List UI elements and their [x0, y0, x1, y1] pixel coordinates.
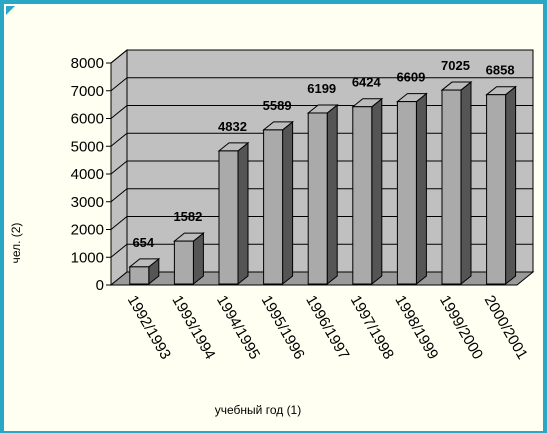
bar-side	[237, 141, 249, 286]
y-tick-label: 1000	[71, 249, 104, 266]
bar	[306, 103, 339, 286]
bar-side	[192, 232, 204, 286]
data-label: 4832	[218, 119, 247, 134]
y-axis-label: чел. (2)	[9, 223, 23, 264]
y-tick-label: 7000	[71, 83, 104, 100]
bar-side	[505, 85, 517, 286]
gridline	[110, 77, 533, 92]
bar	[262, 120, 295, 286]
x-tick-label: 2000/2001	[481, 293, 531, 363]
gridline	[110, 49, 533, 64]
bar-side	[460, 81, 472, 286]
bars-layer	[128, 81, 518, 286]
bar-side	[371, 97, 383, 286]
y-tick-label: 3000	[71, 194, 104, 211]
data-label: 1582	[173, 209, 202, 224]
bar	[395, 92, 428, 286]
bar-side	[415, 92, 427, 286]
x-tick-label: 1993/1994	[168, 293, 218, 363]
bar	[351, 97, 384, 286]
data-label: 5589	[263, 98, 292, 113]
bar	[128, 257, 161, 286]
corner-marker	[6, 6, 15, 15]
chart-axes	[106, 62, 517, 286]
data-labels: 654 1582 4832 5589 6199 6424 6609 7025 6858	[132, 58, 514, 250]
bar-front	[441, 89, 462, 285]
bar-front	[129, 266, 150, 285]
y-tick-label: 5000	[71, 138, 104, 155]
bar-front	[173, 240, 194, 285]
x-tick-label: 1999/2000	[436, 293, 486, 363]
y-tick-labels: 0 1000 2000 3000 4000 5000 6000 7000 8000	[71, 55, 104, 294]
data-label: 6609	[396, 70, 425, 85]
x-tick-label: 1995/1996	[258, 293, 308, 363]
x-tick-label: 1994/1995	[213, 293, 263, 363]
bar	[217, 141, 250, 286]
bar-side	[326, 103, 338, 286]
y-tick-label: 2000	[71, 222, 104, 239]
bar-side	[282, 120, 294, 286]
x-tick-labels: 1992/19931993/19941994/19951995/19961996…	[124, 293, 531, 363]
bar	[172, 232, 205, 286]
y-tick-label: 0	[96, 277, 104, 294]
bar-front	[396, 101, 417, 285]
y-tick-label: 6000	[71, 111, 104, 128]
y-tick-label: 4000	[71, 166, 104, 183]
bar-front	[486, 94, 507, 285]
bar-front	[218, 150, 239, 285]
bar-front	[307, 112, 328, 285]
x-tick-label: 1992/1993	[124, 293, 174, 363]
data-label: 6858	[486, 63, 515, 78]
bar-front	[263, 129, 284, 285]
bar-front	[352, 106, 373, 285]
data-label: 654	[132, 235, 154, 250]
x-tick-label: 1998/1999	[391, 293, 441, 363]
x-tick-label: 1996/1997	[302, 293, 352, 363]
y-tick-label: 8000	[71, 55, 104, 72]
x-tick-label: 1997/1998	[347, 293, 397, 363]
data-label: 6199	[307, 81, 336, 96]
data-label: 6424	[352, 75, 382, 90]
bar	[485, 85, 518, 286]
x-axis-label: учебный год (1)	[215, 403, 301, 417]
data-label: 7025	[441, 58, 470, 73]
bar	[440, 81, 473, 286]
